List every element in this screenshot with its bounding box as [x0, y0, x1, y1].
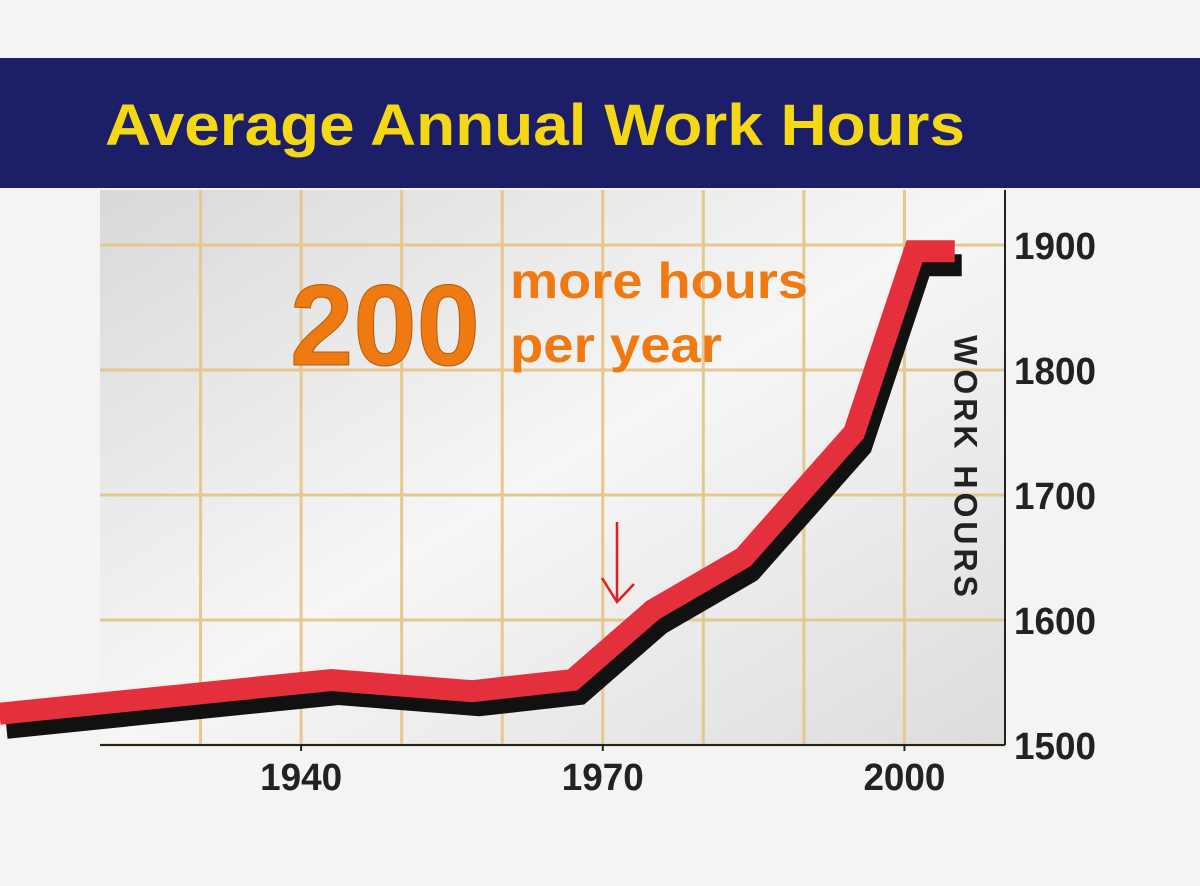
title-band	[0, 58, 1200, 188]
x-tick-label: 2000	[863, 757, 945, 799]
line	[0, 240, 955, 725]
y-tick-label: 1800	[1014, 351, 1096, 393]
annotation-text: per year	[510, 317, 722, 373]
y-tick-label: 1600	[1014, 601, 1096, 643]
x-tick-label: 1970	[562, 757, 644, 799]
line-shadow	[5, 254, 962, 739]
annotation-text: more hours	[510, 253, 808, 309]
y-tick-label: 1900	[1014, 226, 1096, 268]
chart-title: Average Annual Work Hours	[105, 93, 965, 158]
y-axis-label: WORK HOURS	[948, 335, 984, 601]
y-tick-label: 1500	[1014, 726, 1096, 768]
x-tick-label: 1940	[260, 757, 342, 799]
annotation-number: 200	[290, 262, 480, 390]
arrow	[600, 522, 635, 605]
y-tick-label: 1700	[1014, 476, 1096, 518]
